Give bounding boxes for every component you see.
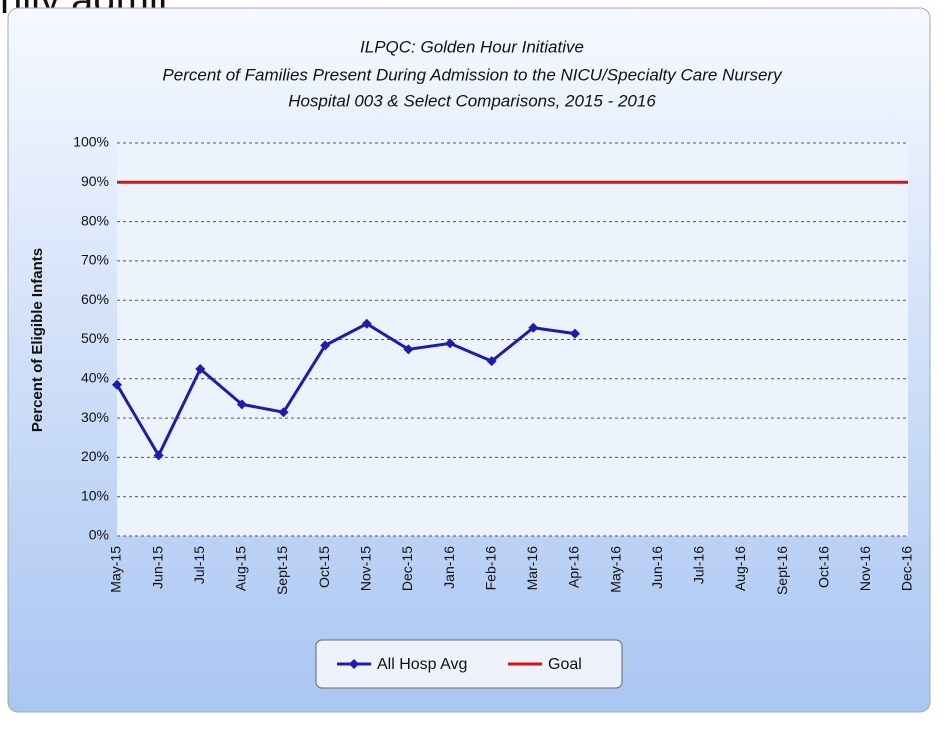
x-tick-label: Aug-15 [233,546,249,591]
series-line [115,322,576,459]
x-tick-label: May-15 [108,546,124,593]
data-point [112,379,122,390]
x-tick-label: Jun-15 [149,546,165,589]
y-tick-label: 80% [81,212,109,228]
y-tick-label: 90% [81,173,109,189]
chart-subtitle: Hospital 003 & Select Comparisons, 2015 … [288,91,656,110]
data-point [195,363,206,374]
y-tick-label: 50% [81,330,109,346]
x-tick-label: May-16 [607,546,623,593]
data-point [486,356,497,367]
data-point [445,338,456,349]
x-tick-label: Mar-16 [524,546,540,591]
legend-label: Goal [548,656,582,673]
data-point [236,399,247,410]
x-tick-label: Aug-16 [732,546,748,591]
x-tick-label: Jun-16 [649,546,665,589]
data-point [278,407,289,418]
data-point [361,318,372,329]
data-point [320,340,331,351]
y-axis-label: Percent of Eligible Infants [29,248,46,432]
plot-area [117,143,908,536]
x-tick-label: Sept-15 [274,546,290,595]
x-tick-label: Apr-16 [566,546,582,588]
x-tick-label: Oct-16 [815,546,831,588]
x-tick-label: Sept-16 [774,546,790,595]
x-tick-label: Nov-16 [857,546,873,591]
y-tick-label: 0% [89,527,109,543]
x-tick-label: Jul-16 [691,546,707,584]
data-point [569,328,580,339]
x-tick-label: Feb-16 [482,546,498,591]
data-point [153,450,164,461]
y-tick-label: 70% [81,252,109,268]
legend-box [315,639,623,689]
legend-marker [349,659,359,669]
x-tick-label: Dec-15 [399,546,415,591]
x-tick-label: Oct-15 [316,546,332,588]
legend-label: All Hosp Avg [377,656,467,673]
x-tick-label: Dec-16 [899,546,915,591]
chart-title: ILPQC: Golden Hour Initiative [360,37,584,56]
y-tick-label: 100% [73,134,109,150]
y-tick-label: 40% [81,370,109,386]
y-tick-label: 20% [81,448,109,464]
chart-subtitle: Percent of Families Present During Admis… [162,65,783,84]
x-tick-label: Nov-15 [357,546,373,591]
y-tick-label: 60% [81,291,109,307]
x-tick-label: Jan-16 [441,546,457,589]
y-tick-label: 10% [81,487,109,503]
data-point [403,344,414,355]
x-tick-label: Jul-15 [191,546,207,584]
y-tick-label: 30% [81,409,109,425]
data-point [528,322,539,333]
